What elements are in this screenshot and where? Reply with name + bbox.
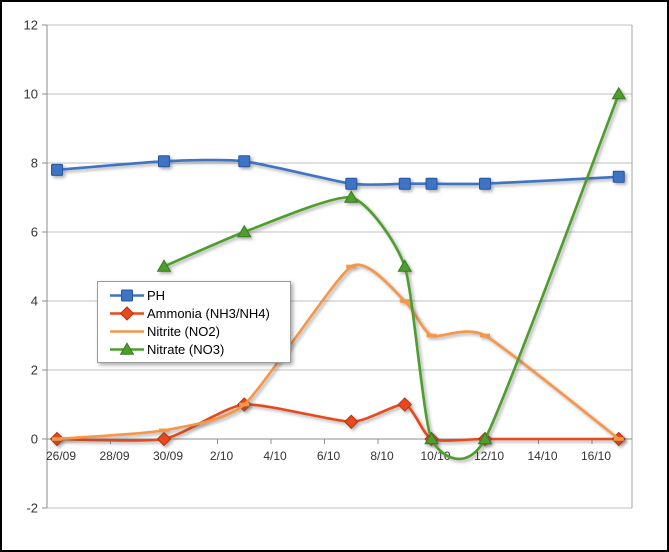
legend-item: Nitrite (NO2)	[109, 322, 290, 340]
series-line-ph	[55, 158, 621, 186]
marker-triangle-nitrate-no3	[156, 259, 172, 272]
legend-item: Nitrate (NO3)	[109, 340, 290, 358]
legend-diamond-swatch-icon	[110, 305, 144, 321]
marker-triangle-nitrate-no3	[611, 86, 627, 100]
legend-dash-swatch-icon	[110, 329, 144, 333]
marker-square-ph	[238, 155, 251, 168]
marker-diamond-ammonia-nh3-nh4	[344, 414, 359, 429]
chart-legend: PH Ammonia (NH3/NH4) Nitrite (NO2) Nitrate …	[97, 281, 291, 363]
marker-triangle-nitrate-no3	[236, 224, 252, 238]
marker-square-ph	[479, 177, 491, 190]
x-tick-label: 12/10	[474, 449, 504, 463]
marker-dash-nitrite-no2	[480, 333, 490, 338]
marker-triangle-nitrate-no3	[343, 190, 359, 203]
legend-triangle-swatch-icon	[110, 341, 144, 355]
y-tick-label: 4	[31, 294, 38, 309]
y-tick-label: 8	[31, 156, 38, 171]
marker-triangle-nitrate-no3	[477, 431, 493, 445]
legend-label: Ammonia (NH3/NH4)	[147, 305, 270, 321]
x-tick-label: 30/09	[153, 449, 183, 463]
legend-label: PH	[147, 287, 166, 303]
x-tick-label: 4/10	[263, 449, 287, 463]
marker-square-ph	[51, 163, 63, 176]
legend-item: PH	[109, 286, 290, 304]
y-tick-label: 6	[31, 225, 38, 240]
marker-square-ph	[345, 177, 358, 190]
x-tick-label: 16/10	[581, 449, 611, 463]
marker-square-ph	[158, 155, 170, 168]
series-nitrite-no2	[52, 263, 624, 441]
legend-item: Ammonia (NH3/NH4)	[109, 304, 290, 322]
marker-dash-nitrite-no2	[613, 437, 624, 441]
marker-dash-nitrite-no2	[346, 264, 357, 269]
legend-label: Nitrate (NO3)	[147, 341, 225, 357]
y-tick-label: -2	[26, 501, 38, 516]
series-nitrate-no3	[156, 86, 627, 461]
marker-dash-nitrite-no2	[426, 333, 437, 338]
series-ammonia-nh3-nh4	[49, 397, 626, 447]
y-tick-label: 10	[24, 87, 38, 102]
marker-square-ph	[612, 170, 625, 183]
marker-diamond-ammonia-nh3-nh4	[156, 431, 172, 447]
marker-square-ph	[425, 177, 438, 190]
marker-diamond-ammonia-nh3-nh4	[397, 397, 412, 412]
marker-dash-nitrite-no2	[159, 428, 169, 433]
legend-square-swatch-icon	[110, 289, 144, 301]
marker-dash-nitrite-no2	[52, 437, 62, 441]
y-tick-label: 2	[31, 363, 38, 378]
marker-triangle-nitrate-no3	[424, 431, 439, 445]
legend-label: Nitrite (NO2)	[147, 323, 220, 339]
x-tick-label: 26/09	[46, 449, 76, 463]
series-line-nitrate-no3	[162, 92, 621, 461]
x-tick-label: 2/10	[210, 449, 234, 463]
legend-marker-diamond-icon	[119, 305, 135, 321]
x-tick-label: 14/10	[527, 449, 557, 463]
y-tick-label: 12	[24, 18, 38, 33]
x-tick-label: 6/10	[317, 449, 341, 463]
legend-marker-square-icon	[121, 289, 133, 301]
x-tick-label: 28/09	[99, 449, 129, 463]
x-tick-label: 8/10	[370, 449, 394, 463]
marker-dash-nitrite-no2	[399, 299, 410, 303]
series-line-ammonia-nh3-nh4	[55, 403, 621, 442]
y-tick-label: 0	[31, 432, 38, 447]
marker-dash-nitrite-no2	[239, 402, 250, 407]
marker-triangle-nitrate-no3	[397, 259, 413, 272]
legend-marker-triangle-icon	[119, 341, 135, 355]
series-ph	[51, 155, 625, 190]
marker-square-ph	[398, 177, 411, 190]
